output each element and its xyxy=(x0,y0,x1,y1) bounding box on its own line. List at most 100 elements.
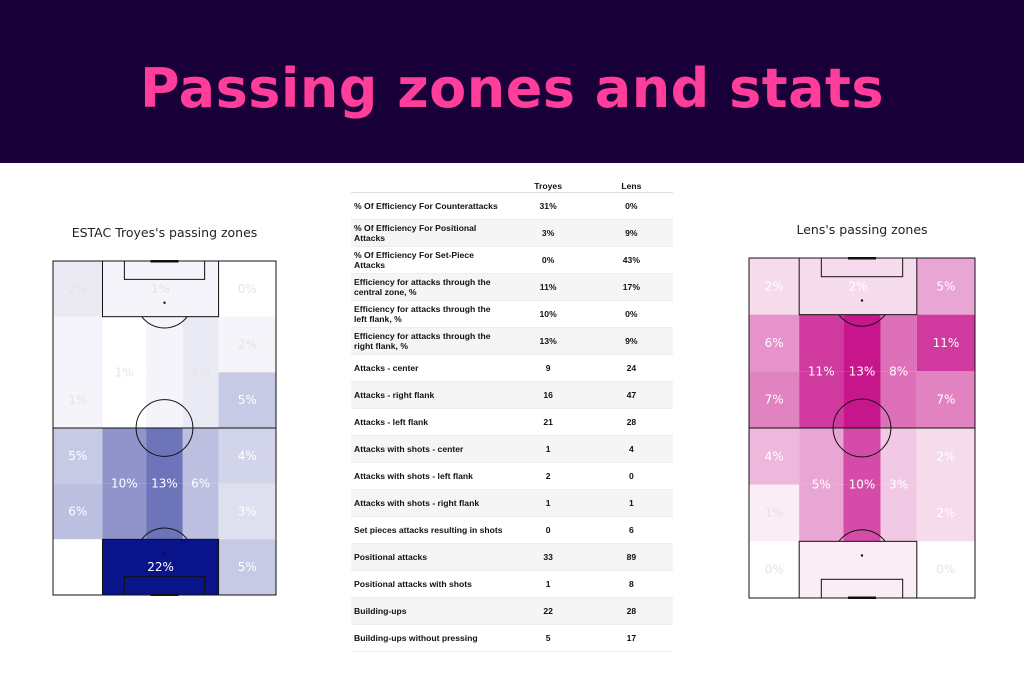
troyes-value: 1 xyxy=(506,570,590,598)
heatmap-cell xyxy=(53,539,103,595)
heatmap-cell xyxy=(749,541,800,598)
table-row: Set pieces attacks resulting in shots 0 6 xyxy=(351,516,673,544)
troyes-value: 1 xyxy=(506,435,590,463)
heatmap-cell xyxy=(53,372,103,428)
heatmap-cell xyxy=(880,314,917,372)
zone-label: 2% xyxy=(936,506,955,520)
table-row: % Of Efficiency For Counterattacks 31% 0% xyxy=(351,192,673,220)
zone-label: 8% xyxy=(889,364,908,378)
troyes-pitch-title: ESTAC Troyes's passing zones xyxy=(71,225,258,240)
table-row: % Of Efficiency For Set-Piece Attacks 0% 4… xyxy=(351,246,673,274)
stat-label: Efficiency for attacks through the centr… xyxy=(351,273,507,301)
lens-value: 9% xyxy=(589,219,673,247)
table-row: Positional attacks 33 89 xyxy=(351,543,673,571)
bottom-penalty-spot xyxy=(860,554,864,557)
stat-label: Attacks with shots - center xyxy=(351,435,507,463)
heatmap-cell xyxy=(749,314,800,372)
heatmap-cell xyxy=(146,428,183,484)
heatmap-cell xyxy=(182,372,219,428)
zone-label: 7% xyxy=(765,393,784,407)
troyes-value: 0 xyxy=(506,516,590,544)
lens-value: 17% xyxy=(589,273,673,301)
heatmap-cell xyxy=(102,372,147,428)
troyes-value: 2 xyxy=(506,462,590,490)
stat-label: % Of Efficiency For Set-Piece Attacks xyxy=(351,246,507,274)
zone-label: 5% xyxy=(238,393,257,407)
stat-label: Positional attacks with shots xyxy=(351,570,507,598)
heatmap-cell xyxy=(916,484,975,542)
stat-label: Attacks - right flank xyxy=(351,381,507,409)
troyes-value: 5 xyxy=(506,624,590,652)
table-row: Attacks with shots - center 1 4 xyxy=(351,435,673,463)
zone-label: 6% xyxy=(191,477,210,491)
bottom-penalty-spot xyxy=(163,552,166,555)
top-penalty-spot xyxy=(860,299,864,302)
zone-label: 1% xyxy=(765,506,784,520)
heatmap-cell xyxy=(916,371,975,428)
table-row: Positional attacks with shots 1 8 xyxy=(351,570,673,598)
heatmap-cell xyxy=(102,483,147,540)
lens-value: 4 xyxy=(589,435,673,463)
troyes-value: 13% xyxy=(506,327,590,355)
stats-header-row: Troyes Lens xyxy=(351,180,673,193)
zone-label: 5% xyxy=(936,279,955,293)
lens-value: 43% xyxy=(589,246,673,274)
lens-value: 0 xyxy=(589,462,673,490)
heatmap-cell xyxy=(218,483,276,540)
heatmap-cell xyxy=(102,428,147,484)
heatmap-cell xyxy=(916,428,975,485)
zone-label: 13% xyxy=(849,364,876,378)
heatmap-cell xyxy=(218,316,276,373)
lens-value: 1 xyxy=(589,489,673,517)
table-row: Efficiency for attacks through the left … xyxy=(351,300,673,328)
zone-label: 0% xyxy=(238,282,257,296)
heatmap-cell xyxy=(880,484,917,542)
zone-label: 0% xyxy=(936,563,955,577)
zone-label: 11% xyxy=(933,336,960,350)
troyes-value: 21 xyxy=(506,408,590,436)
stat-label: Positional attacks xyxy=(351,543,507,571)
heatmap-cell xyxy=(880,428,917,485)
table-row: Efficiency for attacks through the centr… xyxy=(351,273,673,301)
lens-value: 17 xyxy=(589,624,673,652)
stats-table: Troyes Lens % Of Efficiency For Countera… xyxy=(351,180,673,652)
zone-label: 6% xyxy=(765,336,784,350)
troyes-value: 3% xyxy=(506,219,590,247)
lens-value: 6 xyxy=(589,516,673,544)
center-circle xyxy=(135,399,194,457)
zone-label: 10% xyxy=(849,478,876,492)
troyes-value: 0% xyxy=(506,246,590,274)
header-troyes: Troyes xyxy=(506,180,590,193)
zone-label: 2% xyxy=(765,279,784,293)
stat-label: Attacks - center xyxy=(351,354,507,382)
troyes-passing-zones-heatmap: 2% 1% 0% 2% 1% 5% 1% 4% 5% 4% 6% 3% 10% 13% 6% 22% 5% xyxy=(52,260,277,596)
stat-label: Attacks - left flank xyxy=(351,408,507,436)
table-row: Building-ups without pressing 5 17 xyxy=(351,624,673,652)
stat-label: Efficiency for attacks through the left … xyxy=(351,300,507,328)
stat-label: Attacks with shots - left flank xyxy=(351,462,507,490)
heatmap-cell xyxy=(53,316,103,373)
heatmap-cell xyxy=(53,261,103,317)
heatmap-cell xyxy=(102,261,219,317)
troyes-value: 1 xyxy=(506,489,590,517)
lens-value: 28 xyxy=(589,408,673,436)
lens-value: 0% xyxy=(589,192,673,220)
table-row: Attacks - center 9 24 xyxy=(351,354,673,382)
lens-passing-zones-heatmap: 2% 2% 5% 6% 11% 7% 7% 11% 13% 8% 4% 2% 1% 2% 5% 10% 3% 0%… xyxy=(748,257,976,599)
table-row: Attacks - right flank 16 47 xyxy=(351,381,673,409)
header-lens: Lens xyxy=(589,180,673,193)
table-row: Efficiency for attacks through the right… xyxy=(351,327,673,355)
stat-label: Efficiency for attacks through the right… xyxy=(351,327,507,355)
zone-label: 3% xyxy=(238,505,257,519)
heatmap-cell xyxy=(880,371,917,428)
troyes-value: 9 xyxy=(506,354,590,382)
heatmap-cell xyxy=(102,539,219,595)
zone-label: 2% xyxy=(936,449,955,463)
heatmap-cell xyxy=(749,484,800,542)
top-penalty-arc xyxy=(838,314,886,327)
table-row: Attacks with shots - right flank 1 1 xyxy=(351,489,673,517)
zone-label: 4% xyxy=(765,449,784,463)
troyes-value: 22 xyxy=(506,597,590,625)
lens-pitch-title: Lens's passing zones xyxy=(796,222,928,237)
heatmap-cell xyxy=(916,258,975,315)
